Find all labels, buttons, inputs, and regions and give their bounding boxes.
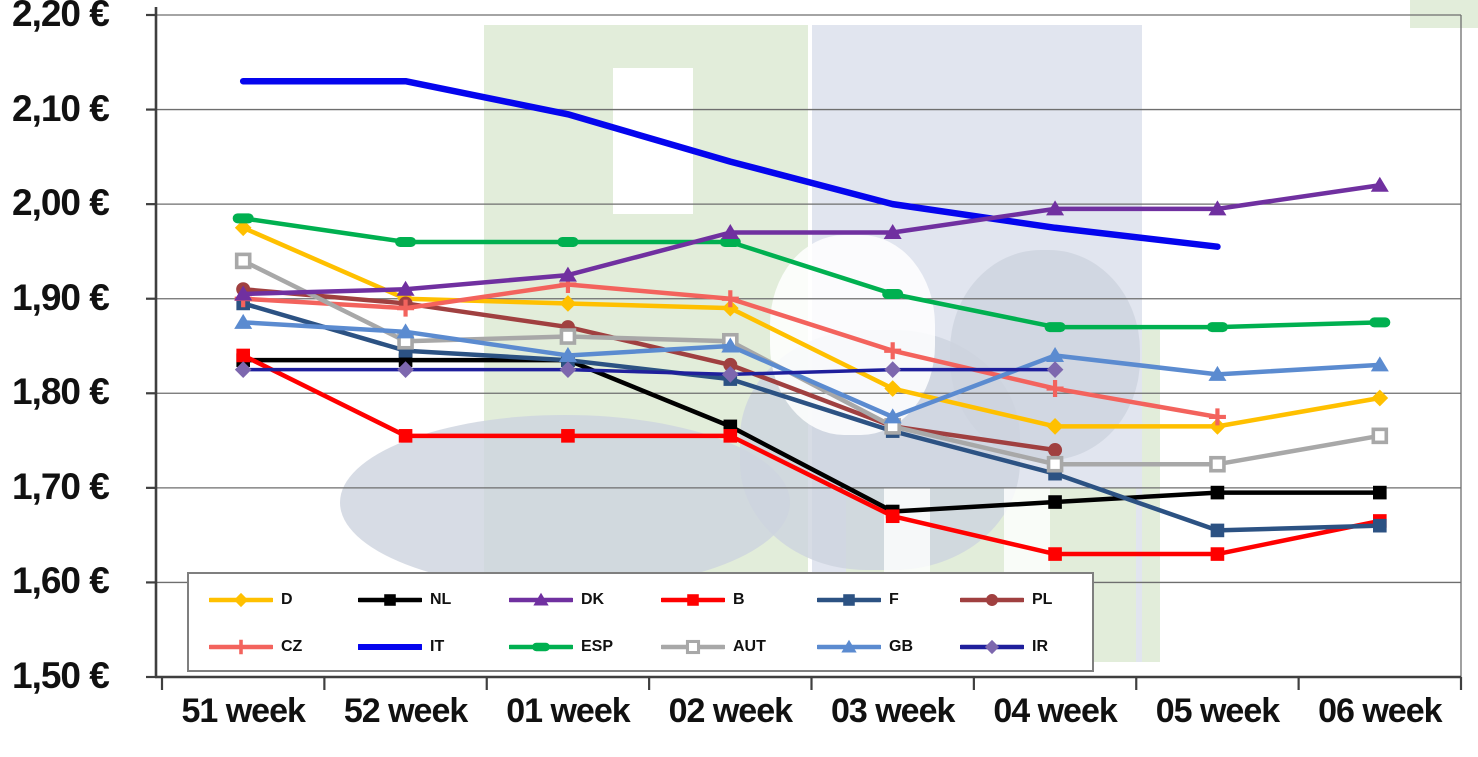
- x-axis-category-label: 01 week: [506, 692, 630, 730]
- legend-label-AUT: AUT: [733, 638, 766, 655]
- x-axis-category-label: 02 week: [668, 692, 793, 730]
- legend-swatch-B: [661, 594, 725, 606]
- legend-label-B: B: [733, 591, 745, 608]
- series-ESP: [232, 213, 1391, 333]
- legend-label-ESP: ESP: [581, 638, 614, 655]
- legend-item-DK: DK: [509, 589, 604, 611]
- legend-item-AUT: AUT: [661, 636, 766, 658]
- legend-swatch-F: [817, 594, 881, 606]
- legend-item-ESP: ESP: [509, 636, 613, 658]
- legend-item-D: D: [209, 589, 293, 611]
- legend-swatch-DK: [509, 592, 573, 606]
- legend-swatch-PL: [960, 594, 1024, 606]
- legend-swatch-IR: [960, 639, 1024, 655]
- legend-item-CZ: CZ: [209, 636, 302, 658]
- y-axis-tick-label: 1,60 €: [12, 560, 110, 602]
- legend-label-GB: GB: [889, 638, 913, 655]
- legend-label-F: F: [889, 591, 899, 608]
- series-IR: [234, 361, 1064, 383]
- y-axis-tick-label: 1,80 €: [12, 371, 110, 413]
- legend-item-IR: IR: [960, 636, 1048, 658]
- legend-item-F: F: [817, 589, 899, 611]
- chart-legend: D NL DK B F PL CZ IT ESP AUT GB IR: [187, 572, 1094, 672]
- legend-swatch-ESP: [509, 642, 573, 652]
- y-axis-tick-label: 2,20 €: [12, 0, 110, 35]
- y-axis-tick-label: 1,50 €: [12, 655, 110, 697]
- y-axis-tick-label: 2,10 €: [12, 87, 110, 129]
- legend-item-IT: IT: [358, 636, 444, 658]
- watermark-corner-green: [1410, 0, 1478, 28]
- series-B: [236, 348, 1387, 561]
- legend-item-B: B: [661, 589, 745, 611]
- x-axis-category-label: 06 week: [1318, 692, 1442, 730]
- legend-label-PL: PL: [1032, 591, 1053, 608]
- legend-label-CZ: CZ: [281, 638, 303, 655]
- legend-swatch-D: [209, 592, 273, 608]
- legend-label-IR: IR: [1032, 638, 1048, 655]
- legend-label-IT: IT: [430, 638, 445, 655]
- legend-swatch-AUT: [661, 639, 725, 655]
- x-axis-category-label: 52 week: [343, 692, 468, 730]
- series-GB: [234, 313, 1389, 424]
- legend-swatch-CZ: [209, 639, 273, 655]
- legend-swatch-GB: [817, 639, 881, 653]
- legend-label-NL: NL: [430, 591, 452, 608]
- x-axis-category-label: 51 week: [181, 692, 305, 730]
- legend-item-GB: GB: [817, 636, 913, 658]
- legend-item-PL: PL: [960, 589, 1052, 611]
- legend-label-DK: DK: [581, 591, 605, 608]
- y-axis-tick-label: 2,00 €: [12, 182, 110, 224]
- x-axis-category-label: 03 week: [830, 692, 955, 730]
- y-axis-tick-label: 1,90 €: [12, 276, 110, 318]
- legend-swatch-IT: [358, 644, 422, 650]
- y-axis-tick-label: 1,70 €: [12, 466, 110, 508]
- series-IT: [239, 77, 1221, 250]
- x-axis-category-label: 04 week: [993, 692, 1117, 730]
- watermark-pig-body: [340, 415, 790, 590]
- legend-item-NL: NL: [358, 589, 451, 611]
- x-axis-category-label: 05 week: [1155, 692, 1280, 730]
- series-DK: [234, 176, 1389, 301]
- legend-swatch-NL: [358, 594, 422, 606]
- legend-label-D: D: [281, 591, 293, 608]
